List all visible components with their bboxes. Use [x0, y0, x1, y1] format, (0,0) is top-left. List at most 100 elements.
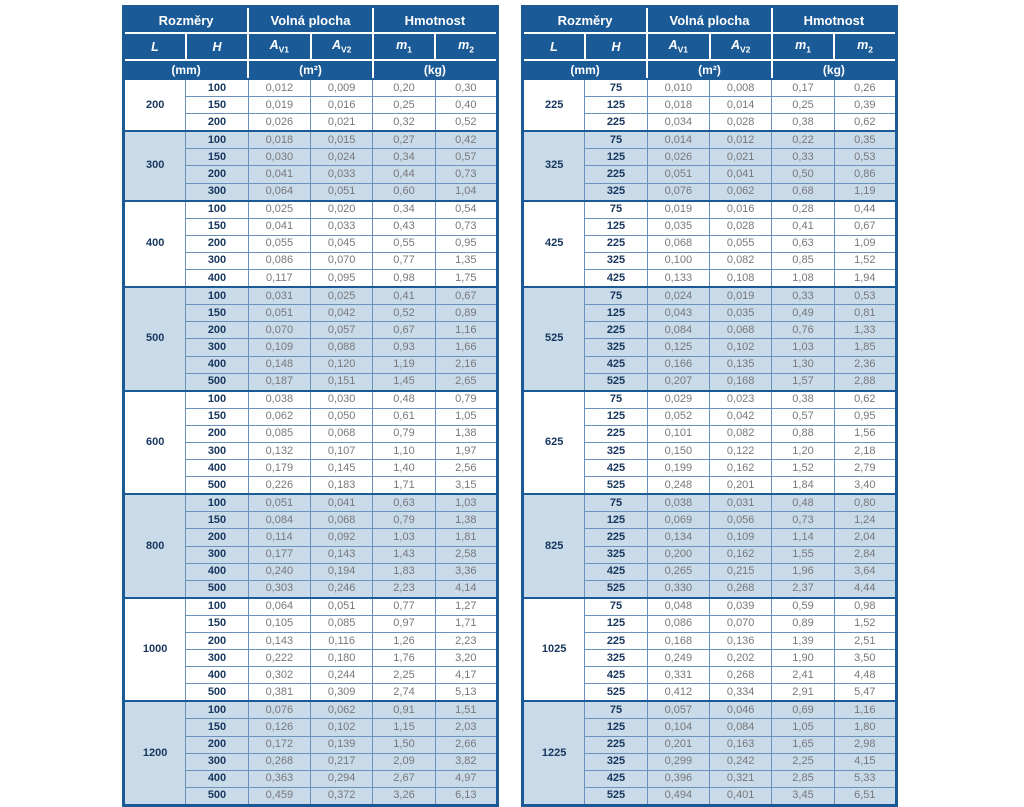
- value-cell: 0,222: [247, 649, 312, 668]
- value-cell: 0,73: [434, 165, 499, 184]
- value-cell: 0,126: [247, 718, 312, 737]
- value-cell: 1,71: [434, 614, 499, 634]
- table-row: 525 75 0,024 0,019 0,33 0,53: [521, 286, 898, 392]
- unit-header: (mm): [521, 59, 649, 80]
- height-cell: 325: [584, 251, 648, 271]
- unit-header: (kg): [371, 59, 499, 80]
- value-cell: 0,294: [309, 769, 374, 788]
- value-cell: 0,25: [372, 96, 436, 115]
- dimension-table-right: Rozměry Volná plocha Hmotnost L H AV1 AV2 m1 m2(…: [521, 5, 898, 807]
- value-cell: 0,44: [833, 199, 898, 219]
- variable-symbol: H: [212, 39, 222, 54]
- value-cell: 0,133: [646, 269, 711, 288]
- table-row: 500 0,303 0,246 2,23 4,14: [124, 579, 499, 599]
- height-cell: 300: [185, 545, 249, 564]
- height-cell: 525: [584, 372, 648, 392]
- height-cell: 225: [584, 113, 648, 132]
- value-cell: 0,055: [247, 234, 312, 253]
- height-cell: 400: [185, 355, 249, 374]
- value-cell: 5,33: [833, 769, 898, 788]
- value-cell: 0,021: [309, 113, 374, 132]
- height-cell: 150: [185, 96, 249, 115]
- value-cell: 0,134: [646, 528, 711, 547]
- value-cell: 0,53: [833, 148, 898, 167]
- height-cell: 525: [584, 579, 648, 599]
- value-cell: 0,67: [434, 286, 499, 306]
- variable-subscript: V2: [340, 44, 352, 55]
- table-row: 1225 75 0,057 0,046 0,69 1,16: [521, 700, 898, 806]
- value-cell: 0,125: [646, 338, 711, 357]
- value-cell: 0,021: [708, 148, 773, 167]
- value-cell: 0,108: [708, 269, 773, 288]
- value-cell: 0,030: [309, 389, 374, 409]
- height-cell: 225: [584, 631, 648, 651]
- table-row: 300 0,268 0,217 2,09 3,82: [124, 752, 499, 771]
- value-cell: 2,88: [833, 372, 898, 392]
- value-cell: 0,199: [646, 459, 711, 478]
- value-cell: 2,25: [372, 666, 436, 685]
- variable-symbol: m: [396, 38, 408, 53]
- height-cell: 100: [185, 493, 249, 513]
- value-cell: 3,40: [833, 476, 898, 495]
- value-cell: 0,77: [372, 596, 436, 616]
- value-cell: 1,50: [372, 735, 436, 754]
- table-row: 325 0,200 0,162 1,55 2,84: [523, 545, 898, 564]
- table-row: 200 0,070 0,057 0,67 1,16: [124, 321, 499, 340]
- value-cell: 0,016: [708, 199, 773, 219]
- column-header: m2: [833, 32, 898, 61]
- height-cell: 100: [185, 130, 249, 150]
- table-row: 300 0,177 0,143 1,43 2,58: [124, 545, 499, 564]
- variable-subscript: 1: [407, 44, 412, 55]
- height-cell: 325: [584, 545, 648, 564]
- table-row: 625 75 0,029 0,023 0,38 0,62: [521, 389, 898, 495]
- value-cell: 1,09: [833, 234, 898, 253]
- value-cell: 1,81: [434, 528, 499, 547]
- value-cell: 0,201: [646, 735, 711, 754]
- table-row: 300 0,064 0,051 0,60 1,04: [124, 182, 499, 202]
- height-cell: 300: [185, 441, 249, 461]
- table-row: 200 0,055 0,045 0,55 0,95: [124, 234, 499, 253]
- value-cell: 0,102: [309, 718, 374, 737]
- table-row: 425 0,331 0,268 2,41 4,48: [523, 666, 898, 685]
- value-cell: 0,98: [833, 596, 898, 616]
- value-cell: 0,63: [372, 493, 436, 513]
- height-cell: 300: [185, 649, 249, 668]
- table-row: 150 0,105 0,085 0,97 1,71: [124, 614, 499, 634]
- value-cell: 0,28: [771, 199, 835, 219]
- value-cell: 0,80: [833, 493, 898, 513]
- height-cell: 325: [584, 752, 648, 771]
- value-cell: 1,10: [372, 441, 436, 461]
- value-cell: 0,67: [833, 217, 898, 236]
- value-cell: 0,042: [708, 407, 773, 426]
- table-row: 150 0,019 0,016 0,25 0,40: [124, 96, 499, 115]
- value-cell: 0,57: [434, 148, 499, 167]
- value-cell: 0,092: [309, 528, 374, 547]
- value-cell: 0,051: [646, 165, 711, 184]
- table-row: 1200 100 0,076 0,062 0,91 1,51: [122, 700, 499, 806]
- variable-subscript: V1: [677, 44, 689, 55]
- table-header: Rozměry Volná plocha Hmotnost L H AV1 AV2 m1 m2(…: [521, 5, 898, 80]
- value-cell: 0,81: [833, 304, 898, 323]
- value-cell: 0,051: [309, 182, 374, 202]
- value-cell: 2,51: [833, 631, 898, 651]
- table-row: 400 0,240 0,194 1,83 3,36: [124, 562, 499, 581]
- table-row: 325 0,100 0,082 0,85 1,52: [523, 251, 898, 271]
- length-cell: 600: [122, 389, 187, 495]
- height-cell: 75: [584, 700, 648, 720]
- value-cell: 0,91: [372, 700, 436, 720]
- value-cell: 0,240: [247, 562, 312, 581]
- value-cell: 0,180: [309, 649, 374, 668]
- table-row: 525 0,330 0,268 2,37 4,44: [523, 579, 898, 599]
- height-cell: 225: [584, 234, 648, 253]
- height-cell: 150: [185, 304, 249, 323]
- value-cell: 1,20: [771, 441, 835, 461]
- table-row: 200 0,026 0,021 0,32 0,52: [124, 113, 499, 132]
- height-cell: 200: [185, 321, 249, 340]
- value-cell: 0,62: [833, 389, 898, 409]
- value-cell: 6,51: [833, 786, 898, 806]
- height-cell: 525: [584, 683, 648, 702]
- value-cell: 4,17: [434, 666, 499, 685]
- value-cell: 1,26: [372, 631, 436, 651]
- variable-subscript: 2: [868, 44, 873, 55]
- tables-wrap: Rozměry Volná plocha Hmotnost L H AV1 AV2 m1 m2(…: [122, 5, 898, 807]
